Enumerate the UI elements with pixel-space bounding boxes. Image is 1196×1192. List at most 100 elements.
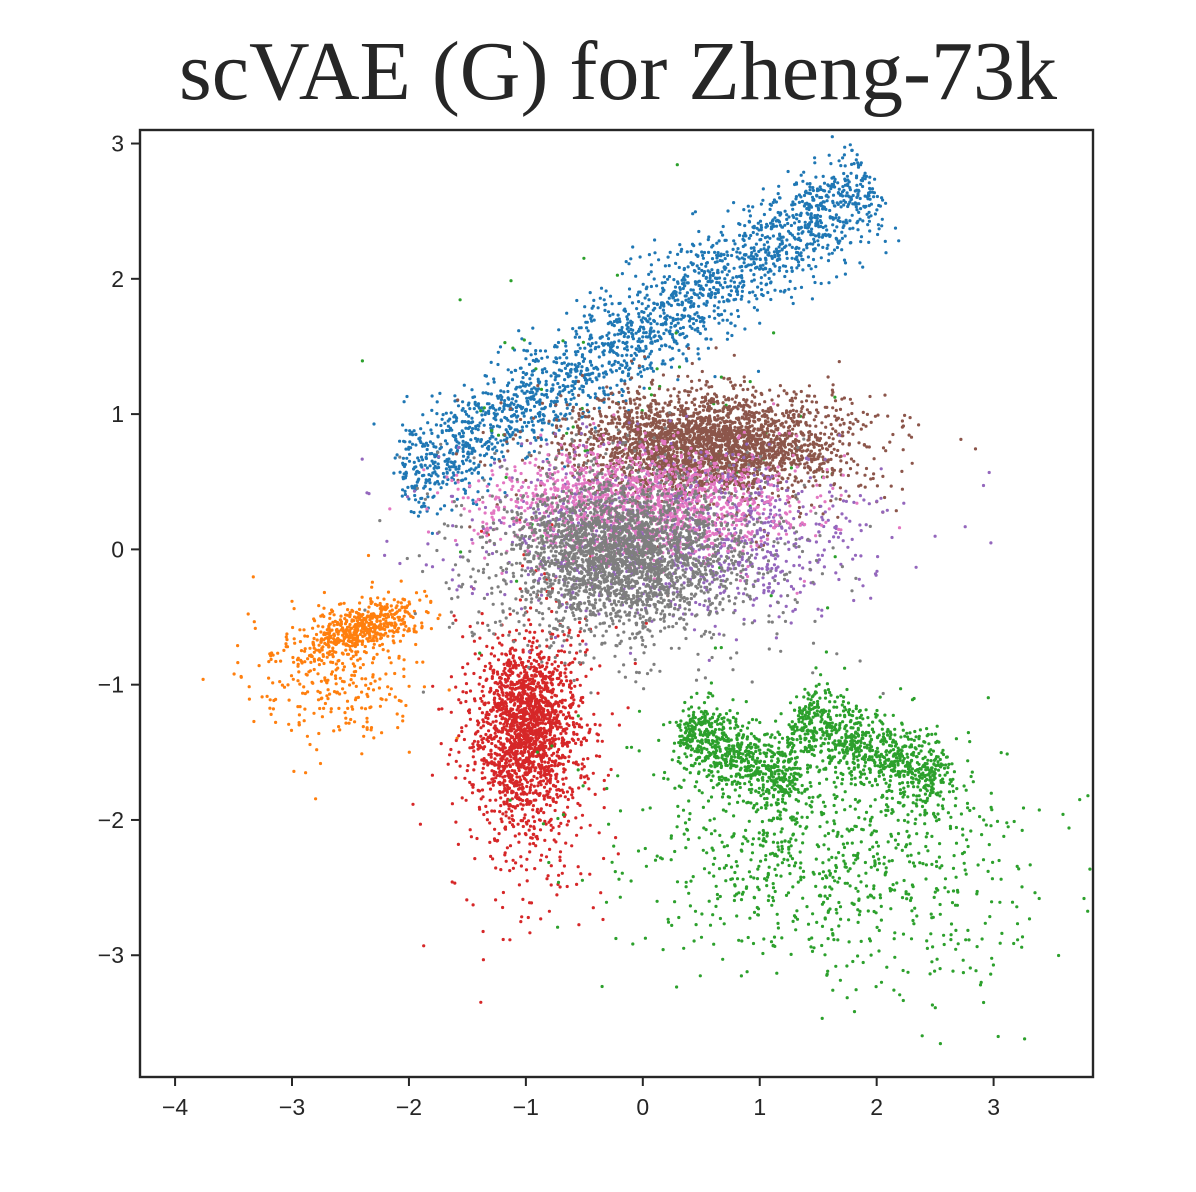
data-point xyxy=(311,626,315,630)
data-point xyxy=(532,394,536,398)
data-point xyxy=(520,337,524,341)
data-point xyxy=(476,490,480,494)
data-point xyxy=(562,633,566,637)
data-point xyxy=(461,665,465,670)
data-point xyxy=(370,585,374,589)
data-point xyxy=(544,822,548,826)
data-point xyxy=(821,225,825,230)
data-point xyxy=(383,627,387,632)
data-point xyxy=(366,553,371,558)
data-point xyxy=(868,175,872,179)
data-point xyxy=(412,510,416,515)
data-point xyxy=(749,246,753,250)
data-point xyxy=(666,255,670,259)
data-point xyxy=(618,301,622,305)
data-point xyxy=(519,802,523,806)
data-point xyxy=(437,482,441,486)
data-point xyxy=(550,609,554,614)
data-point xyxy=(534,798,538,802)
data-point xyxy=(505,737,509,741)
data-point xyxy=(351,681,355,685)
data-point xyxy=(608,294,613,298)
data-point xyxy=(461,449,465,454)
data-point xyxy=(549,399,554,403)
data-point xyxy=(752,226,756,230)
chart-title: scVAE (G) for Zheng-73k xyxy=(179,25,1057,118)
data-point xyxy=(533,687,537,691)
data-point xyxy=(459,701,463,705)
data-point xyxy=(576,343,580,347)
data-point xyxy=(384,698,388,702)
data-point xyxy=(527,729,531,733)
data-point xyxy=(509,697,513,702)
data-point xyxy=(559,725,563,729)
data-point xyxy=(706,238,710,242)
data-point xyxy=(522,348,526,352)
data-point xyxy=(323,676,327,680)
data-point xyxy=(814,175,818,179)
data-point xyxy=(865,212,869,216)
data-point xyxy=(553,742,557,746)
data-point xyxy=(536,377,540,381)
data-point xyxy=(760,288,764,292)
data-point xyxy=(646,304,650,308)
data-point xyxy=(421,413,425,417)
data-point xyxy=(736,309,740,313)
data-point xyxy=(326,651,330,655)
data-point xyxy=(477,657,481,661)
data-point xyxy=(419,427,423,431)
data-point xyxy=(517,840,521,844)
data-point xyxy=(612,319,617,324)
data-point xyxy=(855,153,859,157)
data-point xyxy=(845,174,850,178)
data-point xyxy=(492,654,497,658)
data-point xyxy=(763,266,767,270)
data-point xyxy=(344,648,348,652)
data-point xyxy=(492,457,497,461)
data-point xyxy=(464,724,468,728)
data-point xyxy=(480,418,485,422)
data-point xyxy=(637,290,641,294)
data-point xyxy=(528,408,533,412)
data-point xyxy=(402,400,406,404)
data-point xyxy=(839,164,843,168)
data-point xyxy=(725,298,730,302)
data-point xyxy=(691,288,695,292)
data-point xyxy=(686,281,690,285)
data-point xyxy=(588,291,592,295)
data-point xyxy=(813,156,817,160)
data-point xyxy=(303,692,307,696)
data-point xyxy=(843,261,848,265)
data-point xyxy=(569,397,573,401)
data-point xyxy=(549,883,553,887)
data-point xyxy=(362,634,366,638)
data-point xyxy=(580,762,584,766)
data-point xyxy=(542,393,546,397)
data-point xyxy=(558,385,562,389)
data-point xyxy=(426,421,430,425)
data-point xyxy=(856,219,860,223)
data-point xyxy=(360,706,364,710)
data-point xyxy=(867,240,871,244)
data-point xyxy=(573,335,577,339)
data-point xyxy=(735,255,739,259)
data-point xyxy=(406,485,410,489)
data-point xyxy=(472,768,476,772)
data-point xyxy=(540,853,544,857)
data-point xyxy=(452,462,456,466)
data-point xyxy=(384,672,388,676)
data-point xyxy=(584,381,589,385)
data-point xyxy=(783,274,787,279)
data-point xyxy=(774,200,779,204)
data-point xyxy=(513,730,517,735)
data-point xyxy=(479,726,483,730)
data-point xyxy=(743,224,747,228)
data-point xyxy=(622,334,626,339)
data-point xyxy=(769,221,773,225)
data-point xyxy=(436,434,440,438)
data-point xyxy=(560,736,565,740)
data-point xyxy=(338,676,342,680)
data-point xyxy=(475,439,479,443)
data-point xyxy=(401,475,405,479)
data-point xyxy=(315,748,319,752)
